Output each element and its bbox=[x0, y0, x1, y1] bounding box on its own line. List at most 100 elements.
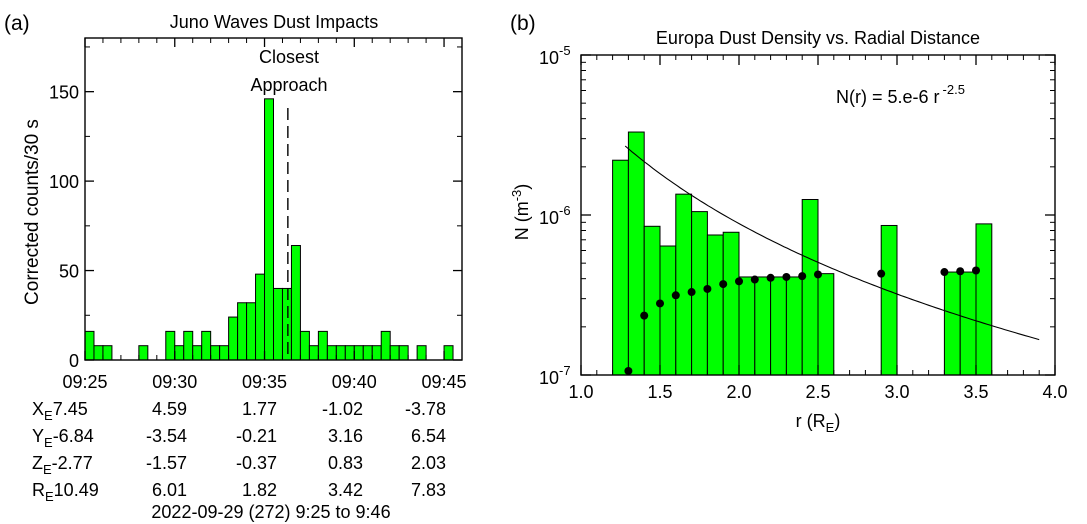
bar bbox=[219, 345, 230, 361]
table-cell: -1.02 bbox=[322, 399, 363, 419]
y-tick-label: 0 bbox=[69, 351, 79, 371]
x-tick-label: 09:35 bbox=[242, 372, 287, 392]
bar bbox=[93, 345, 104, 361]
dot bbox=[814, 270, 822, 279]
y-tick-label: 10-7 bbox=[539, 363, 571, 388]
panel-a-ylabel: Corrected counts/30 s bbox=[22, 119, 43, 305]
x-tick-label: 4.0 bbox=[1042, 382, 1067, 402]
bar bbox=[165, 330, 176, 361]
panel-a: (a) Juno Waves Dust Impacts Corrected co… bbox=[4, 12, 467, 522]
dot bbox=[766, 273, 775, 282]
power-law-fit-curve bbox=[624, 145, 1040, 341]
bar bbox=[770, 276, 787, 376]
fit-equation-main: N(r) = 5.e-6 r bbox=[836, 87, 940, 107]
panel-a-footer: 2022-09-29 (272) 9:25 to 9:46 bbox=[151, 502, 390, 522]
table-cell: -3.78 bbox=[405, 399, 446, 419]
bar bbox=[722, 231, 740, 376]
bar bbox=[416, 345, 427, 361]
bar bbox=[326, 345, 337, 361]
bar bbox=[201, 330, 212, 361]
bar bbox=[754, 276, 772, 376]
bar bbox=[362, 345, 373, 361]
table-cell: -0.37 bbox=[236, 453, 277, 473]
closest-approach-label-1: Closest bbox=[259, 47, 319, 67]
x-tick-label: 09:30 bbox=[152, 372, 197, 392]
geometry-table: XE7.45 4.59 1.77 -1.02 -3.78 YE-6.84 -3.54 -0.2… bbox=[32, 399, 446, 504]
panel-b-xlabel-sub: E bbox=[826, 420, 835, 435]
panel-a-bars bbox=[84, 98, 454, 361]
bar bbox=[273, 287, 283, 361]
bar bbox=[192, 345, 203, 361]
dot bbox=[940, 268, 949, 277]
bar bbox=[959, 271, 977, 376]
dot bbox=[735, 277, 743, 286]
panel-b-ylabel: N (m-3) bbox=[509, 184, 532, 241]
bar bbox=[281, 287, 292, 361]
bar bbox=[880, 224, 898, 376]
bar bbox=[246, 302, 257, 361]
fit-equation-exponent: -2.5 bbox=[943, 82, 965, 97]
x-tick-label: 2.5 bbox=[805, 382, 830, 402]
panel-a-frame bbox=[84, 37, 463, 361]
x-tick-label: 2.0 bbox=[726, 382, 751, 402]
panel-a-x-axis: 09:25 09:30 09:35 09:40 09:45 bbox=[62, 38, 467, 392]
bar bbox=[627, 131, 645, 376]
x-tick-label: 3.0 bbox=[884, 382, 909, 402]
bar bbox=[183, 330, 194, 361]
x-tick-label: 1.5 bbox=[647, 382, 672, 402]
panel-b-label: (b) bbox=[510, 12, 536, 35]
dot bbox=[877, 269, 886, 278]
panel-b-ylabel-close: ) bbox=[512, 184, 532, 190]
table-cell: 6.01 bbox=[152, 480, 187, 500]
bar bbox=[943, 271, 961, 376]
bar bbox=[210, 345, 221, 361]
dot bbox=[687, 288, 696, 297]
closest-approach-label-2: Approach bbox=[250, 75, 327, 95]
y-tick-label: 50 bbox=[59, 262, 79, 282]
panel-b-bars bbox=[612, 131, 993, 376]
table-cell: -0.21 bbox=[236, 426, 277, 446]
x-tick-label: 09:45 bbox=[422, 372, 467, 392]
bar bbox=[398, 345, 409, 361]
bar bbox=[706, 234, 724, 376]
bar bbox=[308, 345, 319, 361]
panel-a-title: Juno Waves Dust Impacts bbox=[170, 12, 378, 32]
fit-equation: N(r) = 5.e-6 r -2.5 bbox=[836, 82, 965, 107]
bar bbox=[380, 330, 391, 361]
dot bbox=[656, 299, 664, 308]
bar bbox=[817, 273, 835, 376]
panel-b-ylabel-sup: -3 bbox=[509, 190, 524, 202]
bar bbox=[264, 98, 274, 361]
table-cell: 1.82 bbox=[242, 480, 277, 500]
dot bbox=[798, 272, 807, 281]
panel-b-xlabel: r (RE) bbox=[796, 411, 841, 435]
y-tick-label: 10-5 bbox=[539, 43, 571, 68]
dot bbox=[972, 266, 980, 275]
bar bbox=[975, 223, 993, 376]
table-cell: -3.54 bbox=[146, 426, 187, 446]
bar bbox=[102, 345, 113, 361]
bar bbox=[138, 345, 149, 361]
dot bbox=[640, 311, 649, 320]
dot bbox=[956, 267, 965, 276]
bar bbox=[353, 345, 364, 361]
y-tick-label: 10-6 bbox=[539, 203, 571, 228]
y-tick-label: 100 bbox=[49, 172, 79, 192]
table-cell: 4.59 bbox=[152, 399, 187, 419]
panel-b-y-axis: 10-7 10-6 10-5 bbox=[539, 43, 1055, 388]
dot bbox=[703, 284, 712, 293]
panel-b-dots bbox=[624, 266, 980, 375]
dot bbox=[671, 291, 680, 300]
panel-b-xlabel-close: ) bbox=[834, 411, 840, 431]
table-cell: -1.57 bbox=[146, 453, 187, 473]
table-row-label: ZE-2.77 bbox=[32, 453, 93, 477]
panel-a-y-axis: 0 50 100 150 bbox=[49, 46, 462, 371]
table-cell: 1.77 bbox=[242, 399, 277, 419]
table-row-label: XE7.45 bbox=[32, 399, 88, 423]
bar bbox=[299, 330, 310, 361]
table-row-label: YE-6.84 bbox=[32, 426, 94, 450]
bar bbox=[675, 193, 693, 376]
x-tick-label: 09:40 bbox=[332, 372, 377, 392]
bar bbox=[228, 316, 239, 361]
panel-b-ylabel-main: N (m bbox=[512, 201, 532, 240]
